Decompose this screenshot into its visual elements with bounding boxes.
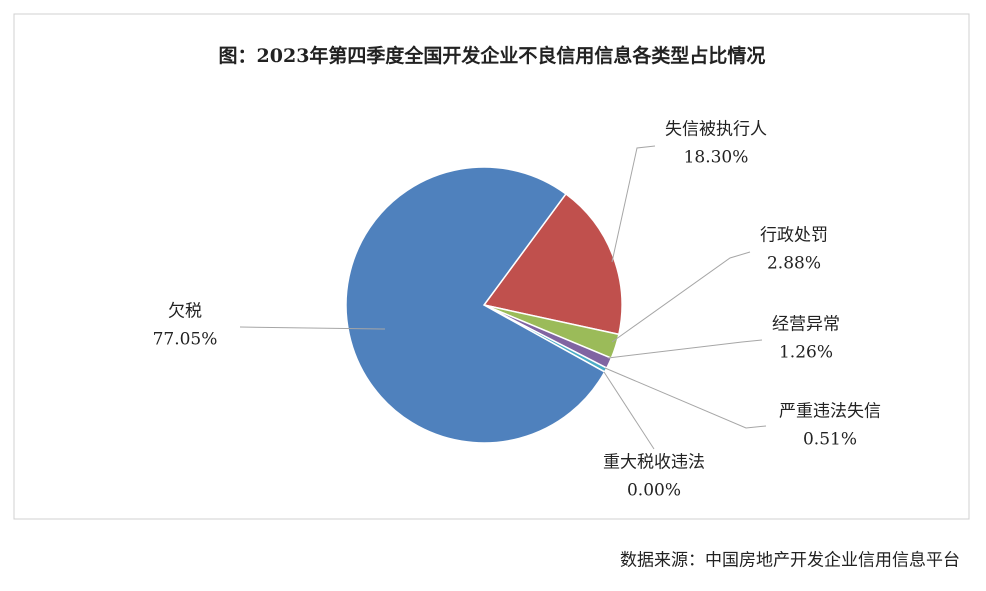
slice-value-label: 18.30% xyxy=(684,148,749,168)
slice-label: 欠税 xyxy=(168,302,202,322)
leader-line xyxy=(611,145,656,263)
slice-label: 行政处罚 xyxy=(760,226,828,246)
slice-value-label: 0.00% xyxy=(627,481,681,501)
leader-line xyxy=(604,367,767,429)
source-note: 数据来源：中国房地产开发企业信用信息平台 xyxy=(620,551,960,571)
slice-label: 重大税收违法 xyxy=(603,453,705,473)
slice-value-label: 77.05% xyxy=(153,330,218,350)
pie-slice xyxy=(345,166,606,444)
slice-value-label: 0.51% xyxy=(803,430,857,450)
slice-label: 严重违法失信 xyxy=(779,402,881,422)
slice-label: 经营异常 xyxy=(772,315,840,335)
slice-value-label: 1.26% xyxy=(779,343,833,363)
leader-line xyxy=(611,251,751,343)
leader-line xyxy=(603,371,655,450)
leader-line xyxy=(239,326,386,330)
slice-value-label: 2.88% xyxy=(767,254,821,274)
slice-label: 失信被执行人 xyxy=(665,120,767,140)
leader-line xyxy=(607,339,763,359)
chart-title: 图：2023年第四季度全国开发企业不良信用信息各类型占比情况 xyxy=(219,44,766,67)
